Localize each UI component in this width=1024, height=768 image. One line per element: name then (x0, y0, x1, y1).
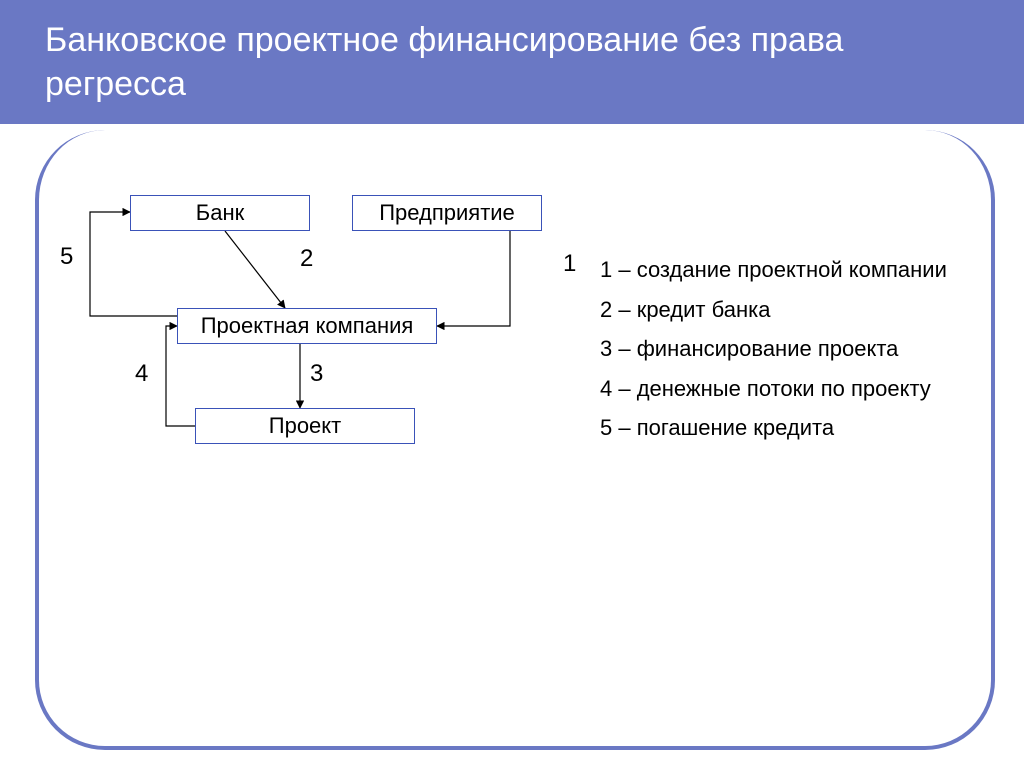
node-project-label: Проект (269, 413, 341, 439)
node-bank: Банк (130, 195, 310, 231)
legend-item: 3 – финансирование проекта (600, 329, 980, 369)
connectors-svg (0, 150, 1024, 768)
slide-title-bar: Банковское проектное финансирование без … (0, 0, 1024, 124)
legend-item: 4 – денежные потоки по проекту (600, 369, 980, 409)
legend-item: 5 – погашение кредита (600, 408, 980, 448)
node-projectco: Проектная компания (177, 308, 437, 344)
edge-2 (225, 231, 285, 308)
legend-item: 1 – создание проектной компании (600, 250, 980, 290)
edge-label-4: 4 (135, 360, 148, 388)
slide-title: Банковское проектное финансирование без … (45, 21, 843, 103)
edge-label-5: 5 (60, 243, 73, 271)
node-enterprise-label: Предприятие (379, 200, 515, 226)
node-enterprise: Предприятие (352, 195, 542, 231)
edge-label-1: 1 (563, 250, 576, 278)
node-projectco-label: Проектная компания (201, 313, 414, 339)
edge-label-3: 3 (310, 360, 323, 388)
node-bank-label: Банк (196, 200, 244, 226)
edge-label-2: 2 (300, 245, 313, 273)
legend-item: 2 – кредит банка (600, 290, 980, 330)
diagram-area: Банк Предприятие Проектная компания Прое… (0, 150, 1024, 768)
edge-1 (437, 231, 510, 326)
legend: 1 – создание проектной компании 2 – кред… (600, 250, 980, 448)
node-project: Проект (195, 408, 415, 444)
